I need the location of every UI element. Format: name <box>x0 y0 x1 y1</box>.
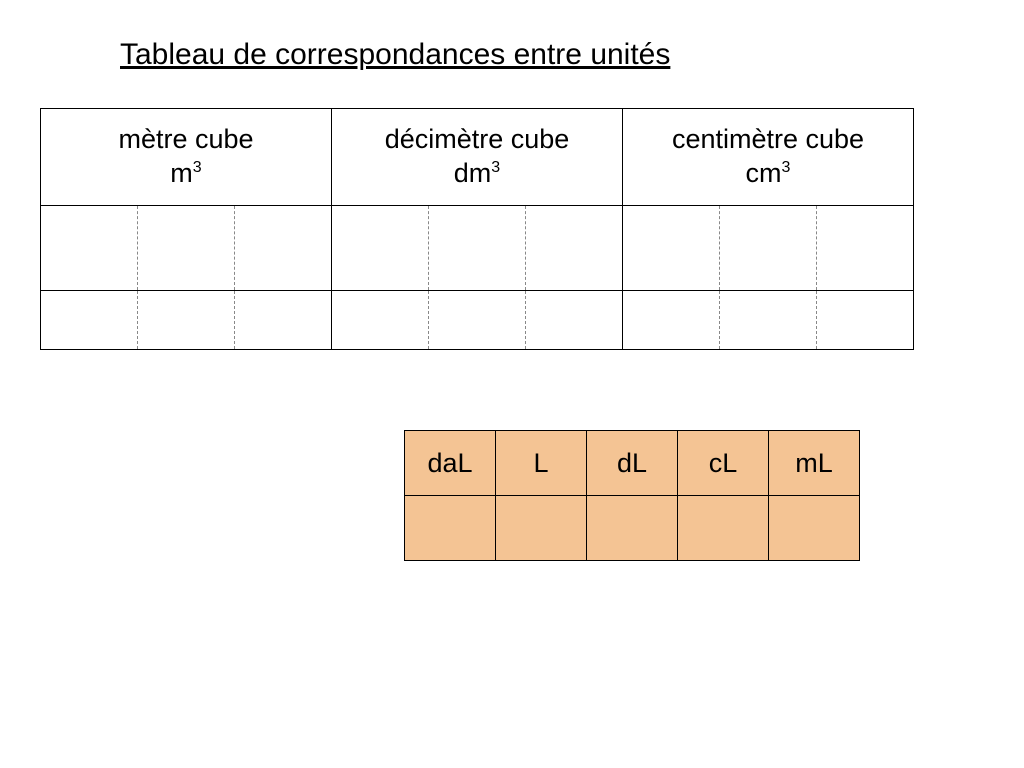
volume-table-row-1 <box>41 206 914 291</box>
litre-header-mL: mL <box>769 431 860 496</box>
litre-header-dL: dL <box>587 431 678 496</box>
volume-cell <box>623 291 914 350</box>
volume-cell <box>41 206 332 291</box>
unit-name-label: centimètre cube <box>623 123 913 157</box>
volume-cell <box>332 206 623 291</box>
litre-cell <box>496 496 587 561</box>
litre-table-header-row: daL L dL cL mL <box>405 431 860 496</box>
unit-symbol-label: dm3 <box>332 157 622 191</box>
volume-table-row-2 <box>41 291 914 350</box>
litre-cell <box>678 496 769 561</box>
volume-header-dm3: décimètre cube dm3 <box>332 109 623 206</box>
page-title: Tableau de correspondances entre unités <box>120 38 670 72</box>
litre-header-daL: daL <box>405 431 496 496</box>
litre-cell <box>587 496 678 561</box>
volume-header-cm3: centimètre cube cm3 <box>623 109 914 206</box>
litre-header-L: L <box>496 431 587 496</box>
volume-cell <box>623 206 914 291</box>
unit-symbol-label: m3 <box>41 157 331 191</box>
unit-name-label: décimètre cube <box>332 123 622 157</box>
litre-cell <box>405 496 496 561</box>
volume-cell <box>332 291 623 350</box>
litre-header-cL: cL <box>678 431 769 496</box>
volume-units-table: mètre cube m3 décimètre cube dm3 centimè… <box>40 108 914 350</box>
volume-header-m3: mètre cube m3 <box>41 109 332 206</box>
volume-table-header-row: mètre cube m3 décimètre cube dm3 centimè… <box>41 109 914 206</box>
litre-table-row <box>405 496 860 561</box>
unit-name-label: mètre cube <box>41 123 331 157</box>
litre-units-table: daL L dL cL mL <box>404 430 860 561</box>
unit-symbol-label: cm3 <box>623 157 913 191</box>
litre-cell <box>769 496 860 561</box>
volume-cell <box>41 291 332 350</box>
